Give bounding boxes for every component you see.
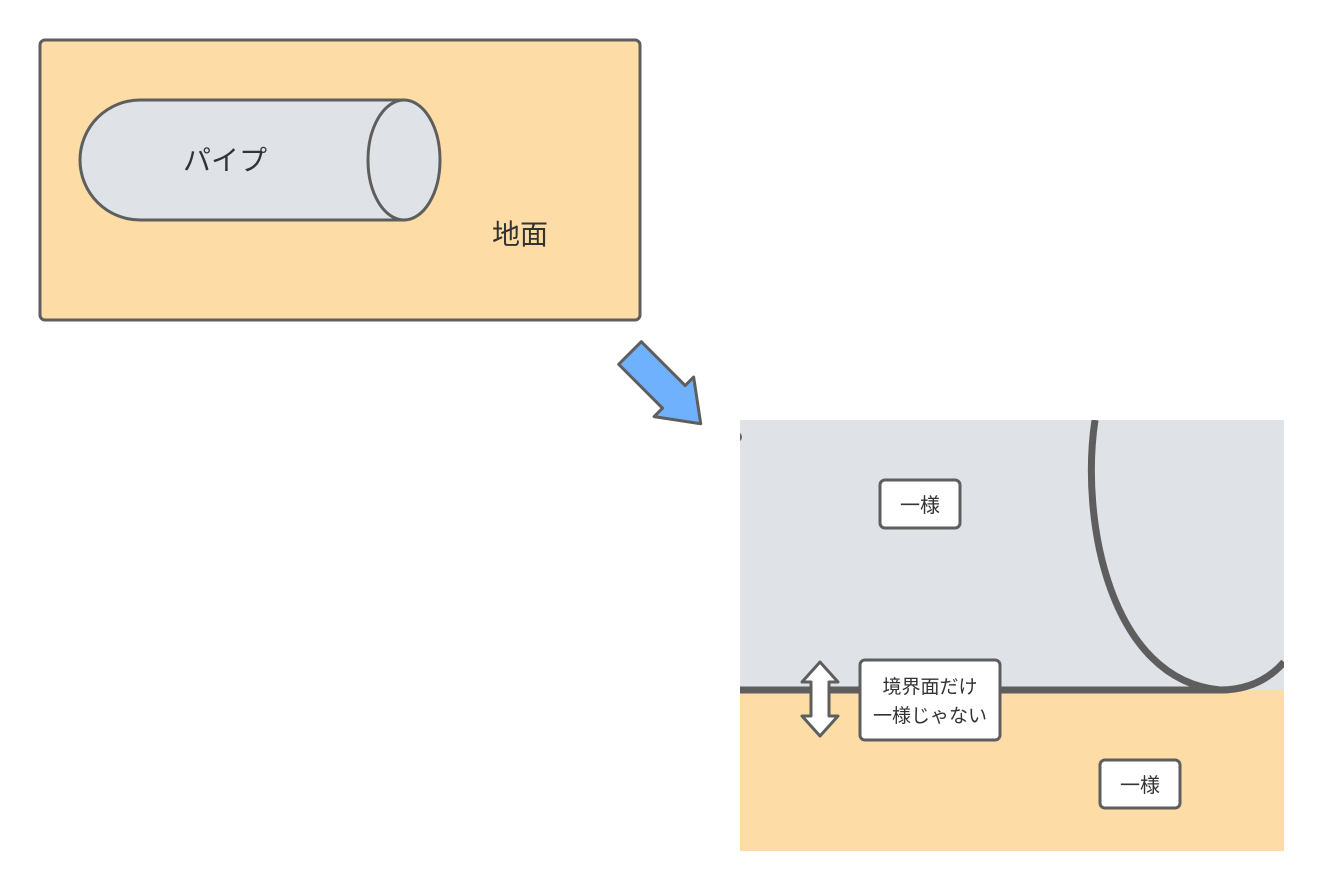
pipe-end-cap xyxy=(366,98,442,222)
zoom-arrow-icon xyxy=(617,340,703,426)
boundary-arrow-icon xyxy=(800,660,840,738)
boundary-label: 境界面だけ 一様じゃない xyxy=(858,658,1002,742)
detail-edge-mark xyxy=(740,433,742,441)
detail-panel: 一様 境界面だけ 一様じゃない 一様 xyxy=(740,420,1284,851)
pipe-body xyxy=(78,98,406,222)
ground-label: 地面 xyxy=(492,218,548,251)
detail-pipe-region xyxy=(740,420,1284,690)
pipe-cylinder xyxy=(78,98,442,222)
pipe-uniform-label: 一様 xyxy=(878,478,962,530)
svg-text:一様: 一様 xyxy=(1120,773,1160,797)
detail-pipe-end-cap xyxy=(1087,420,1284,694)
pipe-label: パイプ xyxy=(183,144,267,177)
boundary-label-line1: 境界面だけ xyxy=(882,676,977,698)
boundary-label-line2: 一様じゃない xyxy=(873,705,987,727)
svg-text:一様: 一様 xyxy=(900,493,940,517)
overview-panel: パイプ 地面 xyxy=(38,38,642,322)
ground-uniform-label: 一様 xyxy=(1098,758,1182,810)
